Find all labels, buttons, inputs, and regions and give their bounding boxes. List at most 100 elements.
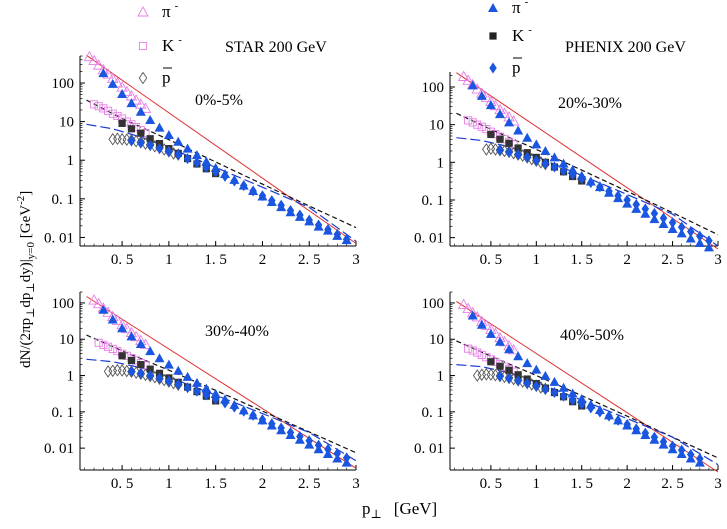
data-point-diamond-filled	[550, 161, 559, 173]
data-point-square-filled	[496, 362, 504, 370]
data-point-diamond-filled	[587, 402, 595, 414]
fit-curve-dashed	[86, 99, 357, 229]
fit-curve-longdash	[86, 358, 357, 462]
data-point-square-filled	[514, 371, 522, 379]
star-legend-label: p	[162, 68, 171, 87]
data-point-square-filled	[146, 135, 154, 143]
data-point-triangle-filled	[201, 383, 212, 393]
data-point-diamond-filled	[650, 431, 659, 443]
data-point-square-filled	[137, 129, 145, 137]
data-point-triangle-filled	[567, 388, 578, 398]
x-tick-label: 2. 5	[298, 252, 321, 268]
centrality-label: 30%-40%	[205, 323, 269, 340]
x-tick-label: 1. 5	[204, 476, 227, 492]
data-point-diamond-filled	[641, 427, 650, 439]
data-point-diamond-filled	[174, 378, 182, 390]
data-point-diamond-filled	[165, 145, 173, 157]
data-point-diamond-filled	[696, 230, 704, 242]
data-point-diamond-filled	[596, 406, 604, 418]
data-point-square-open	[113, 111, 122, 121]
x-tick-label: 1. 5	[570, 252, 593, 268]
data-point-diamond-filled	[305, 435, 313, 447]
data-point-diamond-filled	[541, 383, 550, 395]
fit-curve-solid	[456, 72, 719, 250]
y-tick-label: 100	[52, 76, 75, 92]
data-point-square-filled	[505, 366, 513, 374]
data-point-square-open	[464, 116, 473, 125]
x-tick-label: 0. 5	[111, 476, 134, 492]
centrality-label: 20%-30%	[558, 95, 622, 112]
data-point-square-open	[473, 120, 482, 129]
data-point-triangle-open	[139, 102, 152, 113]
data-point-diamond-filled	[496, 370, 504, 382]
data-point-diamond-filled	[193, 157, 201, 169]
data-point-diamond-filled	[333, 228, 342, 240]
data-point-diamond-filled	[705, 235, 713, 247]
data-point-diamond-filled	[268, 418, 276, 430]
fit-curve-longdash	[456, 137, 719, 247]
data-point-triangle-filled	[182, 143, 193, 153]
data-point-triangle-filled	[558, 158, 569, 168]
data-point-triangle-filled	[531, 139, 542, 149]
data-point-triangle-filled	[504, 117, 515, 127]
phenix-legend-marker	[489, 32, 497, 40]
fit-curve-dashed	[456, 112, 719, 236]
data-point-diamond-filled	[230, 175, 239, 187]
data-point-diamond-filled	[696, 453, 704, 465]
x-tick-label: 1. 5	[204, 252, 227, 268]
data-point-diamond-filled	[632, 423, 640, 435]
data-point-diamond-filled	[342, 452, 351, 464]
data-point-triangle-filled	[513, 125, 524, 135]
y-tick-label: 0. 1	[52, 405, 75, 421]
star-legend-marker	[137, 6, 149, 17]
data-point-diamond-filled	[614, 190, 622, 202]
y-tick-label: 0. 01	[414, 441, 444, 457]
data-point-triangle-filled	[126, 331, 137, 341]
data-point-diamond-filled	[514, 375, 522, 387]
data-point-triangle-open	[507, 115, 520, 126]
data-point-diamond-filled	[305, 214, 313, 226]
phenix-legend-title: PHENIX 200 GeV	[565, 39, 686, 56]
data-point-diamond-filled	[559, 390, 568, 402]
data-point-diamond-filled	[146, 370, 154, 382]
x-tick-label: 3	[714, 476, 722, 492]
data-point-diamond-filled	[165, 375, 173, 387]
data-point-diamond-filled	[314, 439, 323, 451]
panel-30%-40%: 100 10 1 0. 1 0. 01 0. 5 1 1. 5 2 2. 5 3 30%-40%	[44, 291, 360, 492]
data-point-square-open	[464, 344, 473, 353]
y-tick-label: 10	[59, 332, 74, 348]
data-point-square-filled	[137, 361, 145, 369]
data-point-triangle-filled	[476, 90, 487, 100]
data-point-diamond-filled	[677, 221, 686, 233]
data-point-triangle-filled	[163, 129, 174, 139]
data-point-square-filled	[127, 356, 136, 365]
data-point-diamond-filled	[183, 153, 192, 165]
y-tick-label: 10	[59, 115, 74, 131]
data-point-diamond-filled	[505, 146, 513, 158]
data-point-triangle-filled	[513, 351, 524, 361]
data-point-square-open	[468, 118, 477, 127]
data-point-triangle-filled	[549, 152, 560, 162]
x-tick-label: 1	[533, 476, 541, 492]
data-point-square-open	[477, 122, 486, 131]
data-point-triangle-filled	[182, 371, 193, 381]
data-point-diamond-filled	[239, 405, 248, 417]
y-tick-label: 0. 01	[414, 231, 444, 247]
data-point-square-open	[477, 350, 486, 359]
data-point-triangle-filled	[98, 68, 109, 78]
data-point-diamond-filled	[221, 397, 229, 409]
data-point-diamond-filled	[174, 149, 182, 161]
x-tick-label: 0. 5	[480, 252, 503, 268]
data-point-square-filled	[496, 135, 504, 143]
y-tick-label: 0. 1	[422, 193, 445, 209]
data-point-diamond-filled	[559, 165, 568, 177]
data-point-diamond-filled	[623, 418, 631, 430]
data-point-triangle-filled	[540, 145, 551, 155]
data-point-triangle-open	[498, 107, 511, 118]
data-point-triangle-open	[130, 94, 142, 105]
x-tick-label: 1	[533, 252, 541, 268]
data-point-square-filled	[118, 119, 126, 127]
data-point-diamond-filled	[596, 181, 604, 193]
data-point-diamond-filled	[137, 137, 145, 149]
